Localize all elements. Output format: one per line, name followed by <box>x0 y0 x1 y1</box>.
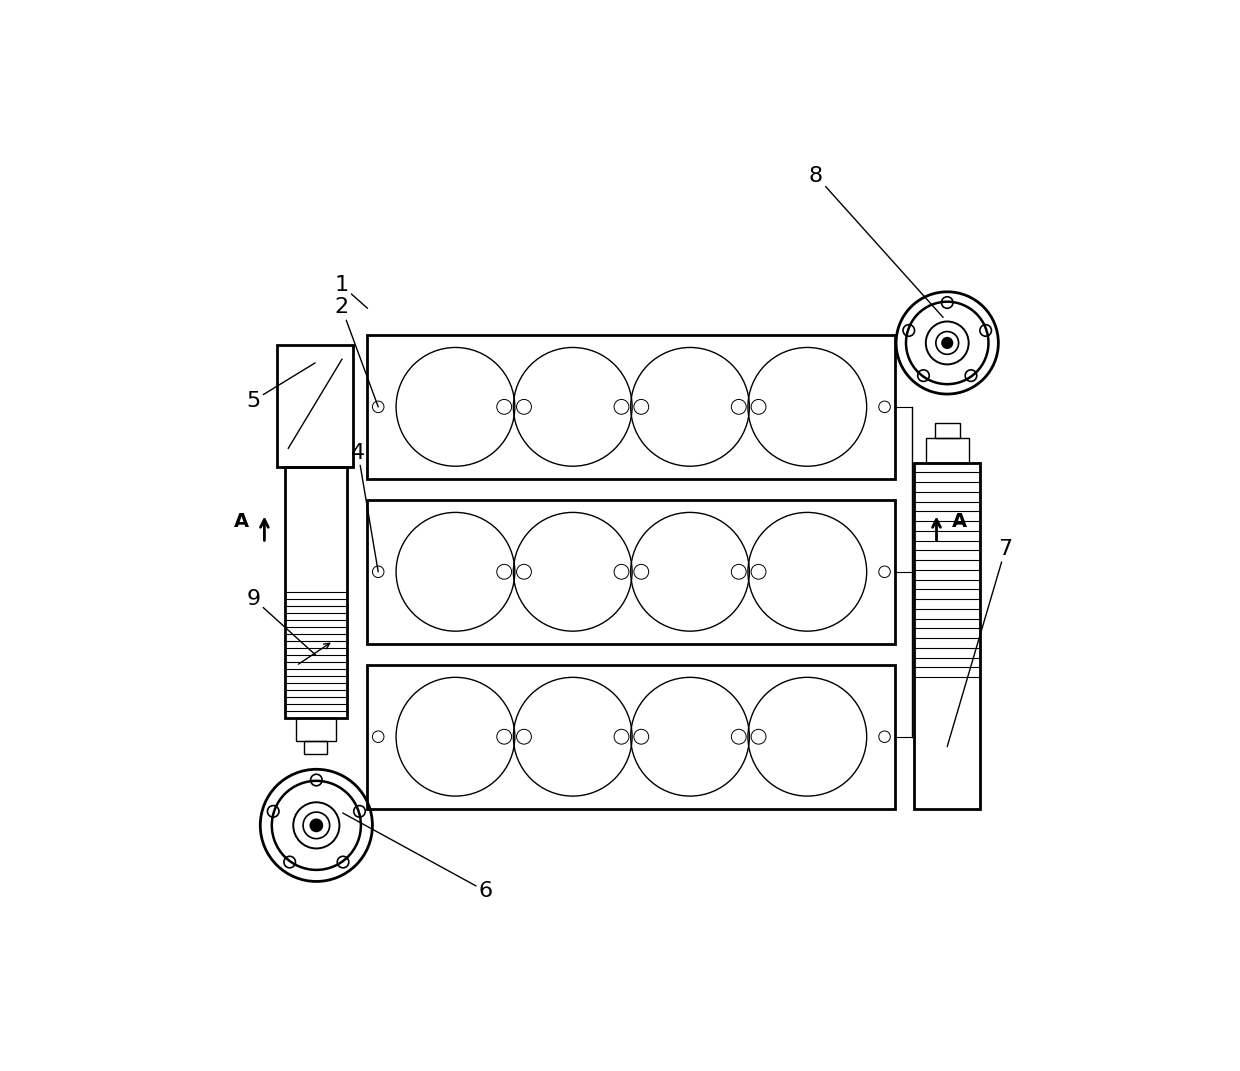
Text: 7: 7 <box>947 539 1013 746</box>
Text: A: A <box>952 512 967 530</box>
Bar <box>935 423 960 438</box>
Text: 1: 1 <box>335 275 367 308</box>
Bar <box>926 438 968 463</box>
Bar <box>367 664 895 809</box>
Text: 2: 2 <box>335 298 378 407</box>
Bar <box>277 345 353 467</box>
Bar <box>914 463 980 809</box>
Circle shape <box>942 338 952 348</box>
Text: 8: 8 <box>808 166 944 317</box>
Text: 5: 5 <box>247 363 315 410</box>
Text: 6: 6 <box>342 813 494 902</box>
Text: 9: 9 <box>247 589 316 655</box>
Bar <box>296 719 336 741</box>
Bar <box>305 741 327 754</box>
Circle shape <box>310 819 322 831</box>
Text: A: A <box>234 512 249 530</box>
Text: 4: 4 <box>351 442 378 572</box>
Bar <box>367 334 895 479</box>
Bar <box>367 499 895 644</box>
Bar <box>285 467 347 719</box>
